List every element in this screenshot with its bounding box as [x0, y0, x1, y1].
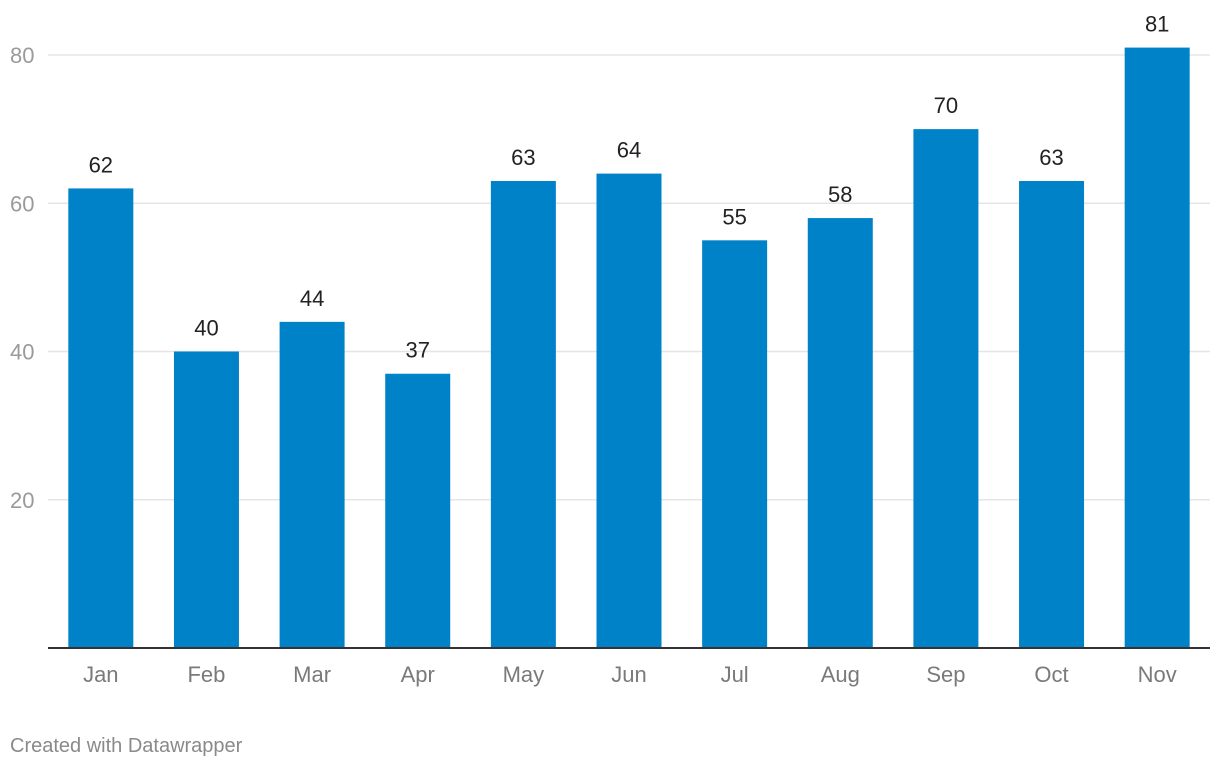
bar-feb	[173, 351, 239, 648]
data-label: 64	[617, 138, 641, 163]
x-tick-label: Jan	[83, 662, 118, 687]
data-label: 37	[405, 338, 429, 363]
x-tick-label: May	[503, 662, 545, 687]
y-tick-label: 60	[10, 191, 34, 216]
x-tick-label: Sep	[926, 662, 965, 687]
data-label: 81	[1145, 12, 1169, 37]
datawrapper-credit: Created with Datawrapper	[10, 735, 243, 757]
bar-jun	[596, 173, 662, 648]
data-label: 40	[194, 316, 218, 341]
bar-nov	[1124, 47, 1190, 648]
x-tick-label: Oct	[1034, 662, 1068, 687]
x-tick-label: Apr	[401, 662, 435, 687]
data-label: 63	[511, 145, 535, 170]
data-label: 44	[300, 286, 324, 311]
x-tick-label: Jun	[611, 662, 646, 687]
bar-aug	[807, 218, 873, 648]
bar-jan	[68, 188, 134, 649]
y-tick-label: 20	[10, 488, 34, 513]
x-tick-label: Aug	[821, 662, 860, 687]
data-label: 55	[722, 204, 746, 229]
bar-apr	[385, 373, 451, 648]
bar-jul	[702, 240, 768, 648]
data-label: 70	[934, 93, 958, 118]
bars	[68, 47, 1190, 649]
bar-sep	[913, 129, 979, 648]
data-labels: 62 40 44 37 63 64 55 58 70 63 81	[89, 12, 1170, 363]
bar-oct	[1019, 181, 1085, 648]
data-label: 62	[89, 152, 113, 177]
x-tick-label: Mar	[293, 662, 331, 687]
y-tick-label: 40	[10, 340, 34, 365]
bar-may	[490, 181, 556, 648]
data-label: 63	[1039, 145, 1063, 170]
x-tick-label: Jul	[721, 662, 749, 687]
data-label: 58	[828, 182, 852, 207]
x-tick-label: Nov	[1138, 662, 1177, 687]
x-tick-label: Feb	[187, 662, 225, 687]
bar-mar	[279, 321, 345, 648]
y-tick-label: 80	[10, 43, 34, 68]
axes: Jan Feb Mar Apr May Jun Jul Aug Sep Oct Nov	[48, 647, 1210, 687]
